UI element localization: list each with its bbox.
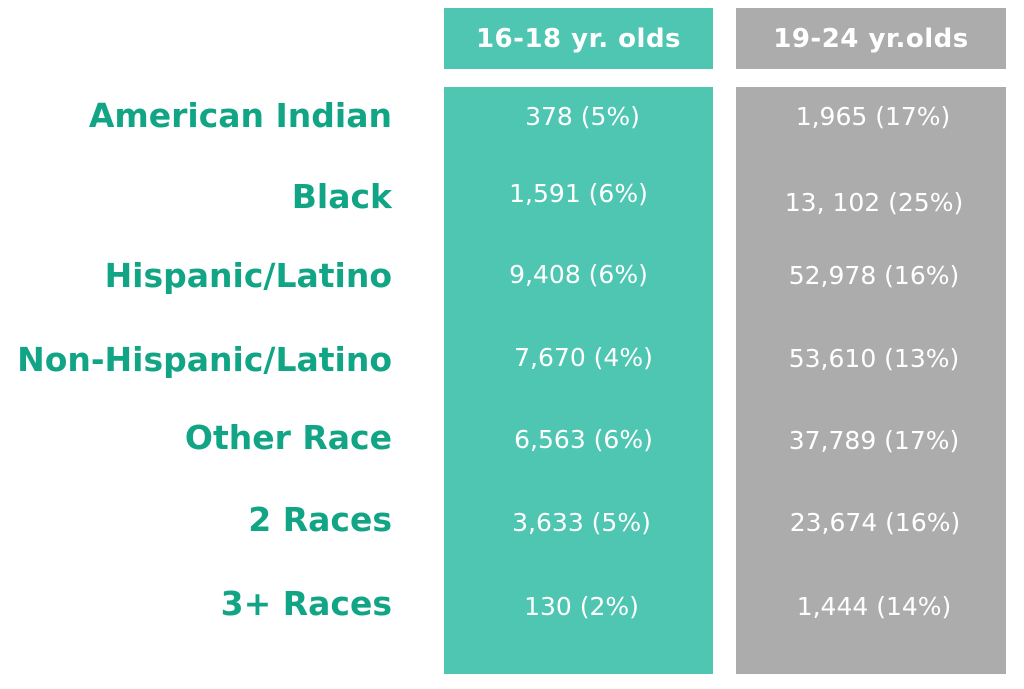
row-label-non-hispanic-latino: Non-Hispanic/Latino <box>17 340 392 379</box>
row-label-3-plus-races: 3+ Races <box>220 584 392 623</box>
row-label-hispanic-latino: Hispanic/Latino <box>104 256 392 295</box>
column-header-16-18: 16-18 yr. olds <box>444 8 713 69</box>
column-header-19-24: 19-24 yr.olds <box>736 8 1006 69</box>
table-cell: 23,674 (16%) <box>789 508 961 537</box>
row-label-other-race: Other Race <box>184 418 392 457</box>
table-cell: 130 (2%) <box>524 592 639 621</box>
row-label-2-races: 2 Races <box>248 500 392 539</box>
table-cell: 13, 102 (25%) <box>784 188 964 217</box>
column-body-19-24 <box>736 87 1006 674</box>
column-header-19-24-label: 19-24 yr.olds <box>773 23 969 54</box>
row-label-american-indian: American Indian <box>88 96 392 135</box>
table-cell: 37,789 (17%) <box>788 426 960 455</box>
column-body-16-18 <box>444 87 713 674</box>
table-cell: 1,591 (6%) <box>509 179 648 208</box>
table-cell: 6,563 (6%) <box>514 425 653 454</box>
table-cell: 3,633 (5%) <box>512 508 651 537</box>
table-cell: 1,444 (14%) <box>796 592 952 621</box>
column-header-16-18-label: 16-18 yr. olds <box>475 23 682 54</box>
table-cell: 53,610 (13%) <box>788 344 960 373</box>
table-cell: 7,670 (4%) <box>514 343 653 372</box>
table-cell: 1,965 (17%) <box>795 102 951 131</box>
table-cell: 378 (5%) <box>525 102 640 131</box>
table-cell: 52,978 (16%) <box>788 261 960 290</box>
row-label-black: Black <box>291 177 392 216</box>
table-cell: 9,408 (6%) <box>509 260 648 289</box>
